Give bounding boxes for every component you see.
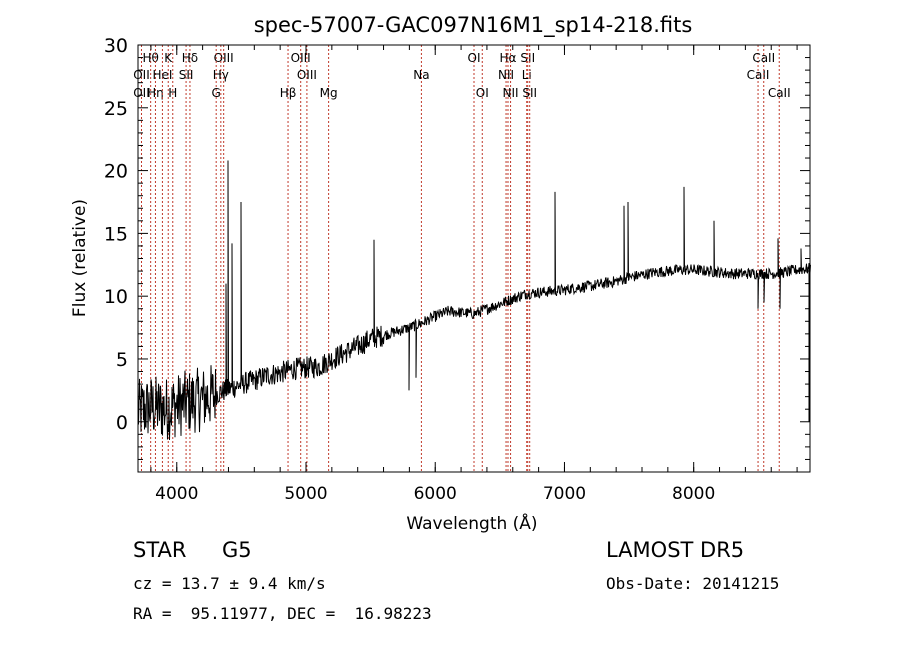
redshift-readout: cz = 13.7 ± 9.4 km/s <box>133 574 326 593</box>
line-marker-label: Hβ <box>280 86 297 100</box>
line-marker-label: SII <box>179 68 194 82</box>
line-marker-label: OII <box>133 86 150 100</box>
line-marker-label: H <box>168 86 177 100</box>
y-axis-label: Flux (relative) <box>70 199 90 317</box>
line-marker-label: Na <box>413 68 429 82</box>
line-marker-label: OII <box>133 68 150 82</box>
line-marker-label: Hγ <box>213 68 229 82</box>
line-marker-label: OIII <box>297 68 317 82</box>
y-tick-label: 15 <box>104 223 128 245</box>
chart-title: spec-57007-GAC097N16M1_sp14-218.fits <box>254 13 693 38</box>
line-marker-label: Mg <box>320 86 338 100</box>
line-marker-label: Hη <box>147 86 164 100</box>
y-tick-label: 30 <box>104 35 128 57</box>
line-marker-label: NII <box>498 68 514 82</box>
coordinates-readout: RA = 95.11977, DEC = 16.98223 <box>133 604 432 623</box>
x-tick-label: 4000 <box>155 484 198 504</box>
line-marker-label: G <box>212 86 221 100</box>
x-tick-label: 8000 <box>672 484 715 504</box>
line-marker-label: CaII <box>747 68 770 82</box>
line-marker-label: Hδ <box>182 51 198 65</box>
line-marker-label: SII <box>522 86 537 100</box>
line-marker-label: K <box>164 51 173 65</box>
line-marker-label: OI <box>468 51 481 65</box>
object-class: STAR <box>133 538 187 562</box>
line-marker-label: OI <box>476 86 489 100</box>
line-marker-label: Hα <box>500 51 517 65</box>
y-tick-label: 20 <box>104 161 128 183</box>
y-tick-label: 10 <box>104 286 128 308</box>
x-axis-label: Wavelength (Å) <box>406 512 537 534</box>
line-marker-label: CaII <box>768 86 791 100</box>
line-marker-label: OIII <box>214 51 234 65</box>
observation-date: Obs-Date: 20141215 <box>606 574 780 593</box>
line-marker-label: Hθ <box>142 51 158 65</box>
spectrum-layer <box>137 160 811 441</box>
line-marker-label: SII <box>520 51 535 65</box>
y-tick-label: 5 <box>116 349 128 371</box>
axis-ticks-layer: 4000 5000 6000 7000 8000 0 5 10 15 20 25 30 <box>104 35 810 504</box>
x-tick-label: 6000 <box>414 484 457 504</box>
line-marker-label: CaII <box>752 51 775 65</box>
survey-name: LAMOST DR5 <box>606 538 745 562</box>
object-subclass: G5 <box>222 538 252 562</box>
y-tick-label: 0 <box>116 412 128 434</box>
spectrum-line <box>137 160 811 441</box>
line-marker-label: HeI <box>152 68 172 82</box>
line-marker-label: NII <box>503 86 519 100</box>
x-tick-label: 7000 <box>543 484 586 504</box>
line-marker-label: Li <box>522 68 532 82</box>
x-tick-label: 5000 <box>284 484 327 504</box>
y-tick-label: 25 <box>104 98 128 120</box>
line-marker-label: OIII <box>291 51 311 65</box>
